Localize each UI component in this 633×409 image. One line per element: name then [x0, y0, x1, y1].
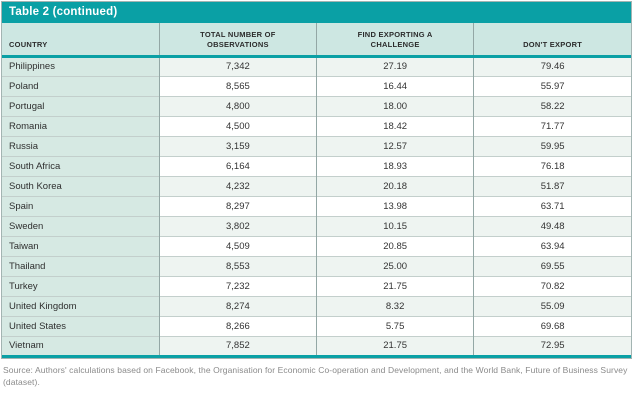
dont-export-cell: 69.68: [473, 315, 631, 336]
column-header-country: COUNTRY: [2, 23, 160, 58]
dont-export-cell: 72.95: [473, 335, 631, 356]
dont-export-cell: 55.09: [473, 295, 631, 316]
observations-cell: 8,274: [158, 295, 317, 316]
column-header-challenge-label: FIND EXPORTING A CHALLENGE: [357, 30, 433, 50]
table-row: Romania 4,500 18.42 71.77: [2, 115, 631, 136]
challenge-cell: 25.00: [315, 255, 474, 276]
dont-export-cell: 79.46: [473, 56, 631, 76]
country-cell: South Africa: [2, 155, 160, 176]
challenge-cell: 10.15: [315, 215, 474, 236]
dont-export-cell: 69.55: [473, 255, 631, 276]
column-header-dont-export: DON'T EXPORT: [473, 23, 631, 58]
challenge-cell: 18.42: [315, 115, 474, 136]
table-row: Vietnam 7,852 21.75 72.95: [2, 335, 631, 356]
table-row: Thailand 8,553 25.00 69.55: [2, 255, 631, 276]
column-header-observations-label: TOTAL NUMBER OF OBSERVATIONS: [200, 30, 276, 50]
country-cell: Romania: [2, 115, 160, 136]
dont-export-cell: 49.48: [473, 215, 631, 236]
observations-cell: 7,232: [158, 275, 317, 296]
table-row: Turkey 7,232 21.75 70.82: [2, 275, 631, 296]
dont-export-cell: 58.22: [473, 95, 631, 116]
table-row: Philippines 7,342 27.19 79.46: [2, 56, 631, 76]
challenge-cell: 21.75: [315, 335, 474, 356]
column-header-observations: TOTAL NUMBER OF OBSERVATIONS: [158, 23, 317, 58]
dont-export-cell: 70.82: [473, 275, 631, 296]
table-row: United States 8,266 5.75 69.68: [2, 315, 631, 336]
observations-cell: 7,342: [158, 56, 317, 76]
challenge-cell: 20.85: [315, 235, 474, 256]
challenge-cell: 20.18: [315, 175, 474, 196]
data-table: COUNTRY TOTAL NUMBER OF OBSERVATIONS FIN…: [2, 23, 631, 358]
dont-export-cell: 51.87: [473, 175, 631, 196]
challenge-cell: 13.98: [315, 195, 474, 216]
country-cell: Turkey: [2, 275, 160, 296]
country-cell: United Kingdom: [2, 295, 160, 316]
country-cell: Spain: [2, 195, 160, 216]
table-row: South Korea 4,232 20.18 51.87: [2, 175, 631, 196]
column-header-challenge: FIND EXPORTING A CHALLENGE: [315, 23, 474, 58]
table-row: Taiwan 4,509 20.85 63.94: [2, 235, 631, 256]
country-cell: Russia: [2, 135, 160, 156]
challenge-cell: 12.57: [315, 135, 474, 156]
dont-export-cell: 76.18: [473, 155, 631, 176]
country-cell: Sweden: [2, 215, 160, 236]
column-header-country-label: COUNTRY: [9, 40, 48, 50]
country-cell: Taiwan: [2, 235, 160, 256]
observations-cell: 8,553: [158, 255, 317, 276]
country-cell: Poland: [2, 75, 160, 96]
table-2-card: Table 2 (continued) COUNTRY TOTAL NUMBER…: [1, 1, 632, 359]
country-cell: Philippines: [2, 56, 160, 76]
dont-export-cell: 55.97: [473, 75, 631, 96]
column-header-dont-export-label: DON'T EXPORT: [523, 40, 583, 50]
observations-cell: 8,266: [158, 315, 317, 336]
table-row: Spain 8,297 13.98 63.71: [2, 195, 631, 216]
challenge-cell: 18.00: [315, 95, 474, 116]
observations-cell: 6,164: [158, 155, 317, 176]
table-row: United Kingdom 8,274 8.32 55.09: [2, 295, 631, 316]
table-row: Sweden 3,802 10.15 49.48: [2, 215, 631, 236]
observations-cell: 3,159: [158, 135, 317, 156]
observations-cell: 8,565: [158, 75, 317, 96]
challenge-cell: 27.19: [315, 56, 474, 76]
challenge-cell: 5.75: [315, 315, 474, 336]
source-note: Source: Authors' calculations based on F…: [3, 364, 628, 387]
dont-export-cell: 63.71: [473, 195, 631, 216]
table-row: Russia 3,159 12.57 59.95: [2, 135, 631, 156]
table-title-band: Table 2 (continued): [2, 2, 631, 23]
table-title: Table 2 (continued): [9, 6, 118, 18]
table-row: Poland 8,565 16.44 55.97: [2, 75, 631, 96]
table-body: Philippines 7,342 27.19 79.46 Poland 8,565 16.…: [2, 56, 631, 356]
observations-cell: 7,852: [158, 335, 317, 356]
country-cell: Portugal: [2, 95, 160, 116]
challenge-cell: 18.93: [315, 155, 474, 176]
table-row: Portugal 4,800 18.00 58.22: [2, 95, 631, 116]
observations-cell: 8,297: [158, 195, 317, 216]
dont-export-cell: 71.77: [473, 115, 631, 136]
observations-cell: 4,509: [158, 235, 317, 256]
challenge-cell: 16.44: [315, 75, 474, 96]
observations-cell: 3,802: [158, 215, 317, 236]
header-row: COUNTRY TOTAL NUMBER OF OBSERVATIONS FIN…: [2, 23, 631, 58]
country-cell: Vietnam: [2, 335, 160, 356]
observations-cell: 4,800: [158, 95, 317, 116]
challenge-cell: 8.32: [315, 295, 474, 316]
challenge-cell: 21.75: [315, 275, 474, 296]
dont-export-cell: 63.94: [473, 235, 631, 256]
country-cell: South Korea: [2, 175, 160, 196]
dont-export-cell: 59.95: [473, 135, 631, 156]
country-cell: United States: [2, 315, 160, 336]
table-row: South Africa 6,164 18.93 76.18: [2, 155, 631, 176]
country-cell: Thailand: [2, 255, 160, 276]
observations-cell: 4,232: [158, 175, 317, 196]
observations-cell: 4,500: [158, 115, 317, 136]
